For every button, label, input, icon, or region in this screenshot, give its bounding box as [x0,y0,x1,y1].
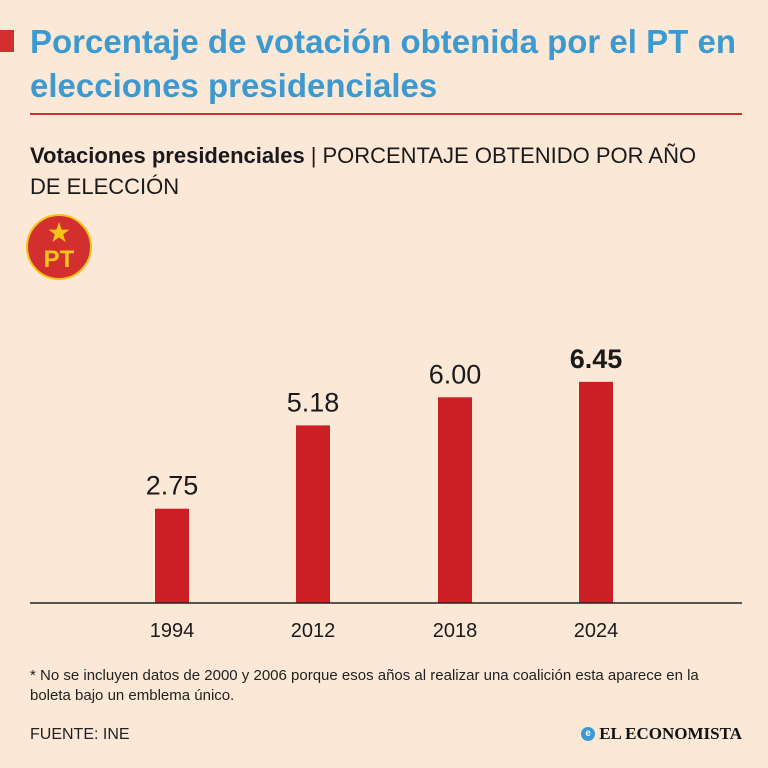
title-divider [30,113,742,115]
pt-logo-graphic: PT [26,214,92,280]
x-tick-label-2024: 2024 [574,620,619,642]
title-accent-bar [0,30,14,52]
subtitle-strong: Votaciones presidenciales [30,143,305,168]
brand-name: EL ECONOMISTA [599,724,742,743]
value-label-2012: 5.18 [287,387,340,417]
value-label-2024: 6.45 [570,344,623,374]
value-label-2018: 6.00 [429,359,482,389]
star-icon [48,222,70,242]
subtitle-separator: | [310,143,317,168]
bar-chart: 2.75 5.18 6.00 6.45 1994 2012 2018 2024 [30,344,742,642]
source-note: FUENTE: INE [30,726,130,743]
bar-1994 [155,508,189,603]
el-economista-icon: e [581,727,596,741]
x-tick-labels-group: 1994 2012 2018 2024 [150,620,619,642]
bar-2024 [579,381,613,603]
chart-subtitle: Votaciones presidenciales | PORCENTAJE OBT… [30,140,730,202]
footnote: * No se incluyen datos de 2000 y 2006 po… [30,667,699,704]
value-label-1994: 2.75 [146,471,199,501]
brand-logo: e EL ECONOMISTA [581,724,742,744]
pt-logo-text: PT [44,246,75,273]
subtitle-rest: PORCENTAJE OBTENIDO POR AÑO DE ELECCIÓN [30,143,697,199]
bar-2012 [296,425,330,603]
value-labels-group: 2.75 5.18 6.00 6.45 [146,344,623,501]
x-tick-label-1994: 1994 [150,620,195,642]
x-tick-label-2018: 2018 [433,620,478,642]
pt-party-logo-icon: PT [26,214,92,280]
page-title: Porcentaje de votación obtenida por el P… [30,23,736,104]
pt-logo-circle [26,214,92,280]
bars-group [155,381,613,603]
bar-2018 [438,397,472,603]
x-tick-label-2012: 2012 [291,620,336,642]
